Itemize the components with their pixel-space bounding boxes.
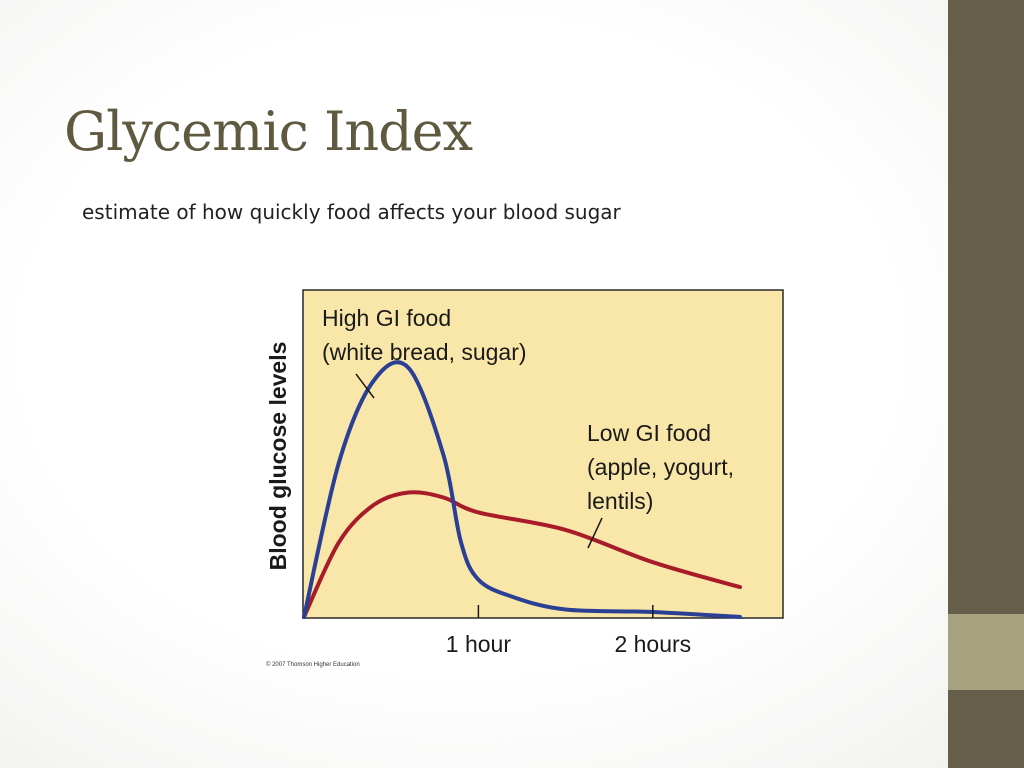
x-tick-label: 2 hours — [614, 631, 691, 657]
low-gi-annotation-line-3: lentils) — [587, 488, 653, 514]
high-gi-annotation: High GI food (white bread, sugar) — [322, 305, 527, 365]
slide-title: Glycemic Index — [64, 100, 473, 163]
low-gi-annotation-line-1: Low GI food — [587, 420, 711, 446]
high-gi-leader-line — [355, 373, 375, 399]
low-gi-annotation: Low GI food (apple, yogurt, lentils) — [587, 420, 740, 514]
series-high-gi-line — [302, 360, 742, 619]
series-low-gi-line — [302, 490, 742, 619]
low-gi-leader-line — [587, 517, 603, 549]
x-axis-ticks: 1 hour 2 hours — [446, 605, 691, 657]
side-decor-accent — [948, 614, 1024, 690]
y-axis-label: Blood glucose levels — [265, 342, 291, 571]
high-gi-annotation-line-1: High GI food — [322, 305, 451, 331]
plot-area — [302, 289, 784, 619]
low-gi-annotation-line-2: (apple, yogurt, — [587, 454, 734, 480]
high-gi-annotation-line-2: (white bread, sugar) — [322, 339, 527, 365]
x-tick-label: 1 hour — [446, 631, 512, 657]
glycemic-chart: Blood glucose levels High GI food (white… — [265, 289, 784, 668]
slide-subtitle: estimate of how quickly food affects you… — [82, 200, 621, 224]
chart-credit: © 2007 Thomson Higher Education — [266, 661, 360, 668]
